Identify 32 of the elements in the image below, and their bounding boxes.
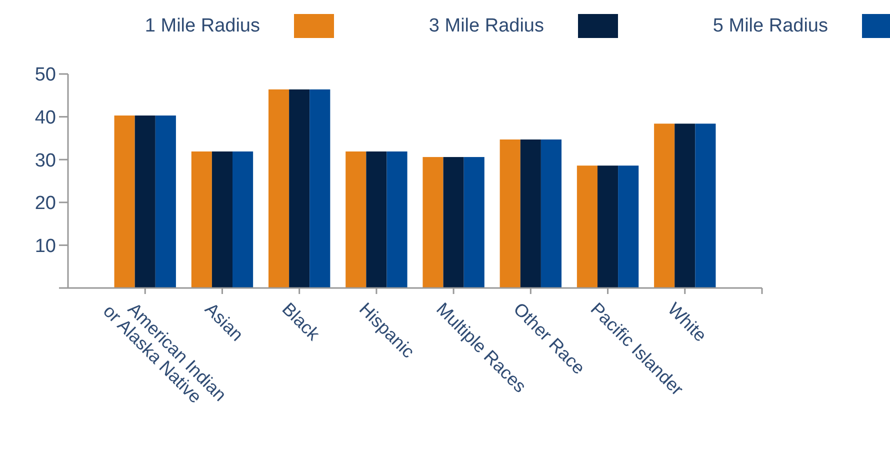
- bar: [366, 151, 387, 288]
- bar: [114, 116, 135, 288]
- bar: [134, 116, 156, 288]
- bar: [386, 151, 408, 288]
- bar: [155, 116, 176, 288]
- bar: [191, 151, 212, 288]
- bar: [232, 151, 254, 288]
- bar: [212, 151, 233, 288]
- bar: [464, 157, 484, 288]
- bar: [597, 166, 618, 288]
- bar: [654, 124, 675, 288]
- bar: [520, 139, 541, 288]
- bar: [268, 89, 290, 288]
- bar: [289, 89, 310, 288]
- bar: [674, 124, 696, 288]
- bar: [618, 166, 639, 288]
- bar: [695, 124, 716, 288]
- y-tick-label: 50: [34, 64, 56, 86]
- legend-label: 1 Mile Radius: [144, 16, 260, 37]
- legend-label: 5 Mile Radius: [712, 16, 828, 37]
- bar: [443, 157, 464, 288]
- bar: [310, 89, 330, 288]
- y-tick-label: 20: [34, 193, 56, 214]
- bar: [422, 157, 444, 288]
- y-tick-label: 30: [34, 150, 56, 172]
- bar: [346, 151, 366, 288]
- bar: [540, 139, 562, 288]
- y-tick-label: 10: [34, 236, 56, 257]
- bar: [576, 166, 598, 288]
- y-tick-label: 40: [34, 107, 56, 128]
- legend-label: 3 Mile Radius: [428, 16, 544, 37]
- bar: [500, 139, 520, 288]
